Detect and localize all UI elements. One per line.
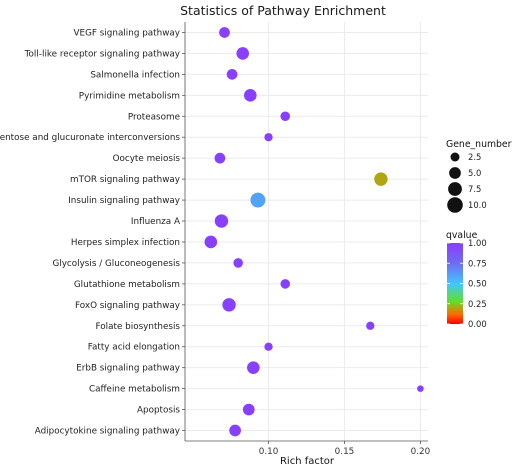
size-legend-dot [449, 167, 461, 179]
plot-panel [185, 22, 428, 441]
pathway-label: mTOR signaling pathway [70, 175, 180, 185]
color-legend-title: qvalue [446, 230, 478, 241]
x-axis-title: Rich factor [280, 456, 335, 467]
data-point [242, 403, 255, 416]
data-point [233, 258, 243, 268]
data-point [214, 152, 226, 164]
data-point [214, 214, 229, 228]
pathway-label: Glycolysis / Gluconeogenesis [52, 259, 180, 269]
data-point [247, 361, 260, 374]
data-point [366, 321, 375, 330]
pathway-label: Pentose and glucuronate interconversions [0, 133, 180, 143]
data-point [250, 192, 266, 208]
size-legend-title: Gene_number [446, 139, 512, 150]
size-legend-label: 10.0 [468, 200, 487, 210]
data-point [244, 89, 257, 102]
size-legend-dot [448, 182, 462, 196]
data-point [204, 235, 218, 249]
color-legend-items: 1.00 0.75 0.50 0.25 0.00 [447, 238, 487, 329]
data-point [264, 342, 273, 351]
data-point [280, 111, 291, 122]
color-legend-label: 0.00 [468, 319, 487, 329]
pathway-label: VEGF signaling pathway [74, 28, 180, 38]
pathway-label: Toll-like receptor signaling pathway [24, 49, 180, 59]
pathway-label: Caffeine metabolism [89, 385, 180, 395]
pathway-label: Salmonella infection [90, 70, 180, 80]
data-point [280, 279, 291, 289]
chart-title: Statistics of Pathway Enrichment [180, 3, 386, 18]
pathway-label: Pyrimidine metabolism [79, 91, 180, 101]
x-tick-label: 0.15 [335, 447, 355, 457]
x-grid [268, 22, 421, 441]
size-legend-items: 2.5 5.0 7.5 10.0 [447, 152, 487, 213]
data-point [236, 47, 250, 60]
size-legend-label: 2.5 [468, 152, 481, 162]
data-point [226, 69, 238, 80]
data-point [222, 298, 236, 312]
pathway-label: Apoptosis [137, 406, 180, 416]
y-axis-ticks [182, 32, 185, 431]
pathway-label: Insulin signaling pathway [68, 196, 180, 206]
color-legend-label: 0.75 [468, 258, 487, 268]
pathway-label: ErbB signaling pathway [76, 364, 180, 374]
pathway-label: Fatty acid elongation [88, 343, 180, 353]
color-legend-label: 0.50 [468, 279, 487, 289]
size-legend-dot [450, 152, 460, 162]
pathway-label: FoxO signaling pathway [75, 301, 180, 311]
size-legend-label: 7.5 [468, 184, 481, 194]
data-point [264, 133, 273, 142]
data-point [219, 27, 230, 38]
x-tick-label: 0.20 [411, 447, 431, 457]
pathway-label: Proteasome [128, 112, 180, 122]
pathway-label: Influenza A [131, 217, 180, 227]
pathway-label: Folate biosynthesis [96, 322, 181, 332]
y-grid [185, 31, 428, 432]
x-tick-label: 0.10 [259, 447, 279, 457]
color-legend-label: 1.00 [468, 238, 487, 248]
data-point [229, 424, 241, 437]
color-legend: qvalue 1.00 0.75 0.50 0.25 0.00 [446, 230, 487, 329]
color-legend-label: 0.25 [468, 299, 487, 309]
size-legend: Gene_number 2.5 5.0 7.5 10.0 [446, 139, 512, 213]
data-points [204, 27, 424, 437]
qvalue-colorbar [447, 243, 463, 324]
y-axis-labels: VEGF signaling pathway Toll-like receptor… [0, 28, 180, 436]
data-point [374, 172, 388, 186]
size-legend-label: 5.0 [468, 168, 481, 178]
pathway-label: Glutathione metabolism [74, 280, 180, 290]
pathway-label: Herpes simplex infection [71, 238, 180, 248]
x-axis-ticks: 0.10 0.15 0.20 [259, 441, 431, 457]
pathway-label: Oocyte meiosis [113, 154, 181, 164]
size-legend-dot [447, 197, 463, 213]
pathway-label: Adipocytokine signaling pathway [35, 427, 180, 437]
data-point [417, 385, 424, 392]
